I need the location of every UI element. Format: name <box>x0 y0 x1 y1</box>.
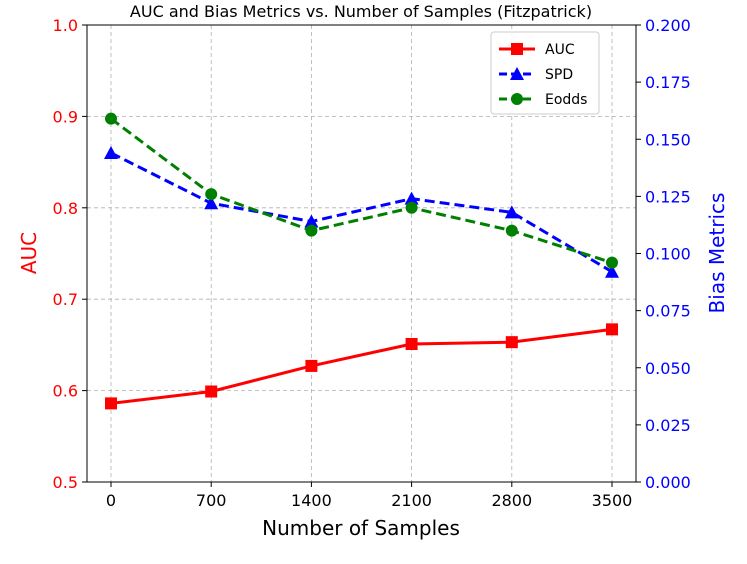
y-right-tick-label: 0.050 <box>645 359 691 378</box>
series-auc <box>105 323 618 410</box>
legend-label-spd: SPD <box>545 67 573 83</box>
y-left-tick-label: 0.5 <box>53 473 78 492</box>
legend-label-auc: AUC <box>545 42 575 58</box>
y-left-tick-label: 1.0 <box>53 16 78 35</box>
x-tick-label: 2100 <box>391 491 432 510</box>
y-right-tick-label: 0.100 <box>645 245 691 264</box>
data-point-auc <box>305 359 318 372</box>
y-right-tick-label: 0.200 <box>645 16 691 35</box>
series-eodds <box>105 112 618 269</box>
series-spd <box>104 145 619 278</box>
data-point-spd <box>304 214 319 228</box>
data-point-auc <box>505 336 518 349</box>
y-axis-left-label: AUC <box>17 232 41 274</box>
data-point-spd <box>404 191 419 205</box>
x-tick-label: 0 <box>106 491 116 510</box>
y-left-tick-label: 0.7 <box>53 290 78 309</box>
x-axis-label: Number of Samples <box>262 516 460 540</box>
data-point-auc <box>405 337 418 350</box>
y-left-tick-label: 0.8 <box>53 199 78 218</box>
y-left-tick-label: 0.6 <box>53 382 78 401</box>
x-tick-label: 1400 <box>291 491 332 510</box>
legend-marker-spd <box>510 67 524 80</box>
y-right-tick-label: 0.175 <box>645 73 691 92</box>
data-point-auc <box>606 323 618 336</box>
legend-label-eodds: Eodds <box>545 92 587 108</box>
data-point-spd <box>605 264 619 278</box>
chart-legend: AUC SPD Eodds <box>490 31 600 115</box>
y-right-tick-label: 0.075 <box>645 302 691 321</box>
x-tick-label: 700 <box>196 491 227 510</box>
data-point-spd <box>204 196 219 210</box>
data-point-eodds <box>405 201 418 214</box>
y-right-tick-label: 0.000 <box>645 473 691 492</box>
legend-marker-auc <box>511 43 523 55</box>
x-tick-label: 3500 <box>592 491 633 510</box>
y-right-tick-label: 0.125 <box>645 187 691 206</box>
data-point-eodds <box>505 224 518 237</box>
data-point-eodds <box>606 256 618 269</box>
series-layer <box>104 112 619 410</box>
y-left-tick-label: 0.9 <box>53 107 78 126</box>
y-right-tick-label: 0.025 <box>645 416 691 435</box>
data-point-eodds <box>305 224 318 237</box>
data-point-spd <box>504 205 519 219</box>
data-point-auc <box>105 397 117 410</box>
data-point-spd <box>104 145 118 159</box>
chart-title: AUC and Bias Metrics vs. Number of Sampl… <box>130 2 592 21</box>
x-tick-label: 2800 <box>491 491 532 510</box>
data-point-eodds <box>205 188 218 201</box>
series-line-eodds <box>110 117 613 265</box>
y-axis-right-label: Bias Metrics <box>705 193 729 314</box>
axis-layer: 0 700 1400 2100 2800 3500 0.5 0.6 0.7 0.8 0.9 1.0 0.… <box>53 16 691 510</box>
y-right-tick-label: 0.150 <box>645 130 691 149</box>
data-point-auc <box>205 385 218 398</box>
series-line-auc <box>110 327 613 405</box>
series-line-spd <box>110 151 613 274</box>
legend-marker-eodds <box>511 93 523 105</box>
data-point-eodds <box>105 112 117 125</box>
